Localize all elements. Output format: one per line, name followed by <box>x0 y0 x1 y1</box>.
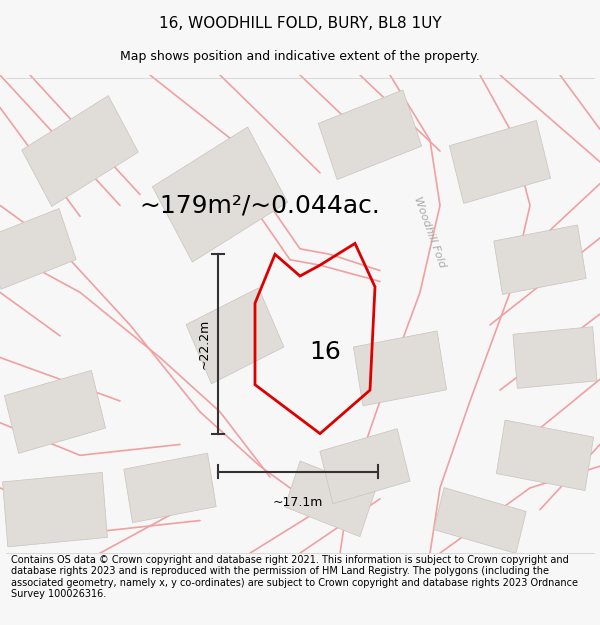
Polygon shape <box>124 453 216 522</box>
Polygon shape <box>513 327 597 388</box>
Polygon shape <box>449 121 551 204</box>
Text: ~22.2m: ~22.2m <box>197 319 211 369</box>
Text: Woodhill Fold: Woodhill Fold <box>412 196 448 269</box>
Text: Map shows position and indicative extent of the property.: Map shows position and indicative extent… <box>120 50 480 62</box>
Text: 16: 16 <box>309 340 341 364</box>
Polygon shape <box>494 225 586 294</box>
Text: 16, WOODHILL FOLD, BURY, BL8 1UY: 16, WOODHILL FOLD, BURY, BL8 1UY <box>158 16 442 31</box>
Polygon shape <box>152 127 287 262</box>
Polygon shape <box>285 461 375 537</box>
Polygon shape <box>320 429 410 504</box>
Polygon shape <box>353 331 446 406</box>
Text: ~179m²/~0.044ac.: ~179m²/~0.044ac. <box>140 193 380 218</box>
Polygon shape <box>319 90 422 179</box>
Text: Contains OS data © Crown copyright and database right 2021. This information is : Contains OS data © Crown copyright and d… <box>11 554 578 599</box>
Text: ~17.1m: ~17.1m <box>273 496 323 509</box>
Polygon shape <box>2 472 107 547</box>
Polygon shape <box>186 288 284 384</box>
Polygon shape <box>496 420 593 491</box>
Polygon shape <box>4 371 106 453</box>
Polygon shape <box>22 96 139 206</box>
Polygon shape <box>434 488 526 554</box>
Polygon shape <box>0 209 76 289</box>
